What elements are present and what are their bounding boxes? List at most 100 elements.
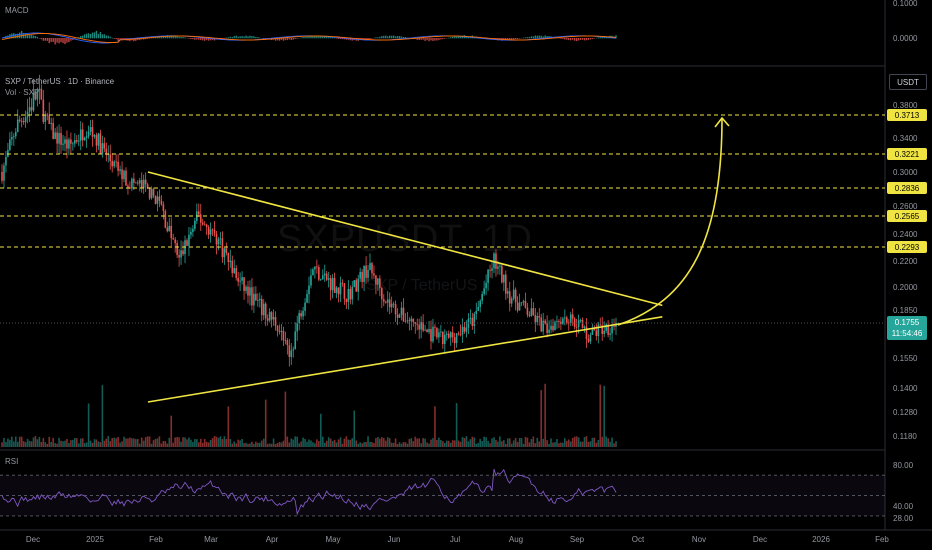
volume-bar (26, 438, 29, 447)
macd-histogram-bar (87, 33, 90, 39)
candle-body (347, 288, 350, 303)
volume-bar (467, 441, 470, 447)
candle-body (335, 287, 338, 293)
macd-histogram-bar (424, 38, 426, 41)
candle-body (410, 318, 413, 322)
candle-body (571, 314, 574, 319)
macd-histogram-bar (381, 36, 383, 39)
macd-histogram-bar (251, 36, 253, 39)
macd-histogram-bar (324, 35, 326, 39)
candle-body (501, 265, 503, 283)
volume-bar (599, 384, 602, 447)
volume-bar (542, 438, 544, 447)
volume-bar (194, 439, 196, 447)
currency-button[interactable]: USDT (889, 74, 927, 90)
macd-histogram-bar (176, 35, 178, 39)
candle-body (558, 321, 560, 323)
macd-histogram-bar (568, 38, 570, 41)
candle-body (197, 211, 200, 215)
candle-body (597, 324, 600, 336)
macd-histogram-bar (178, 36, 180, 39)
macd-histogram-bar (182, 37, 184, 39)
volume-bar (268, 443, 271, 447)
volume-bar (282, 440, 285, 447)
macd-histogram-bar (304, 36, 306, 39)
candle-body (140, 180, 143, 188)
candle-body (503, 274, 505, 283)
volume-bar (156, 438, 159, 447)
volume-bar (266, 443, 269, 447)
candle-body (103, 143, 106, 149)
candle-body (7, 150, 9, 157)
candle-body (402, 307, 405, 322)
candle-body (443, 334, 446, 345)
macd-histogram-bar (453, 36, 456, 39)
volume-bar (408, 438, 411, 447)
volume-bar (382, 438, 385, 447)
volume-bar (493, 437, 495, 447)
macd-histogram-bar (329, 37, 332, 39)
volume-bar (400, 443, 403, 447)
candle-body (497, 266, 499, 269)
volume-bar (371, 442, 373, 447)
macd-histogram-bar (259, 37, 261, 39)
volume-bar (79, 438, 82, 447)
volume-bar (60, 440, 62, 447)
macd-histogram-bar (64, 38, 66, 45)
x-tick-label: Nov (692, 535, 706, 544)
volume-bar (308, 439, 310, 447)
volume-bar (457, 440, 460, 447)
volume-bar (569, 441, 572, 447)
candle-body (257, 300, 259, 302)
candle-body (520, 302, 523, 304)
volume-bar (554, 442, 556, 447)
macd-histogram-bar (327, 36, 330, 39)
candlestick-series (1, 74, 617, 367)
volume-bar (229, 439, 232, 447)
macd-histogram-bar (418, 38, 420, 40)
candle-body (276, 325, 279, 332)
candle-body (418, 324, 421, 330)
candle-body (442, 331, 444, 345)
candle-body (605, 324, 607, 331)
macd-histogram-bar (548, 36, 550, 39)
volume-bar (475, 443, 478, 447)
macd-histogram-bar (241, 36, 243, 39)
candle-body (296, 322, 298, 332)
macd-histogram-bar (341, 38, 344, 40)
volume-bar (438, 437, 440, 447)
volume-bar (188, 437, 190, 447)
volume-bar (540, 390, 543, 447)
macd-histogram-bar (237, 36, 239, 39)
volume-bar (192, 442, 194, 447)
volume-bar (42, 438, 45, 447)
macd-histogram-bar (142, 38, 145, 40)
candle-body (26, 111, 29, 118)
volume-bar (221, 439, 224, 447)
candle-body (609, 333, 611, 335)
volume-bar (36, 439, 39, 447)
candle-body (54, 132, 56, 139)
candle-body (253, 293, 255, 306)
macd-histogram-bar (168, 36, 170, 39)
candle-body (231, 260, 234, 274)
volume-bar (575, 436, 578, 447)
volume-bar (135, 439, 137, 447)
volume-bar (355, 440, 358, 447)
candle-body (113, 161, 115, 167)
candle-body (514, 289, 517, 303)
volume-bar (316, 439, 318, 447)
volume-bar (68, 442, 70, 447)
volume-bar (22, 441, 25, 447)
candle-body (292, 349, 295, 351)
volume-bar (453, 440, 456, 447)
volume-bar (144, 437, 147, 447)
candle-body (192, 228, 194, 232)
candle-body (79, 129, 82, 141)
volume-bar (48, 436, 51, 447)
candle-body (556, 321, 558, 323)
candle-body (131, 178, 133, 189)
volume-bar (290, 438, 293, 447)
volume-bar (217, 437, 220, 447)
